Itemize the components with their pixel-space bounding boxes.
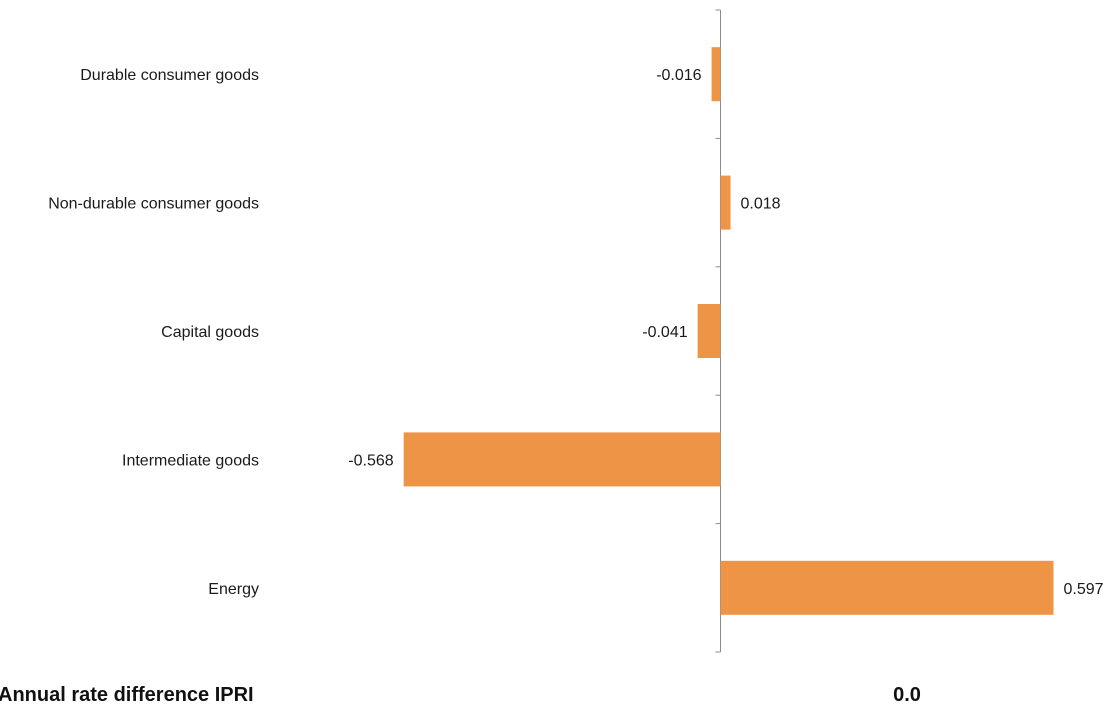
footer-total-value: 0.0 — [893, 684, 921, 706]
bar — [720, 560, 1054, 615]
category-labels: Durable consumer goods Non-durable consum… — [48, 67, 259, 598]
category-label: Capital goods — [161, 324, 259, 341]
category-label: Intermediate goods — [122, 452, 259, 469]
data-label: -0.041 — [642, 324, 687, 341]
category-label: Non-durable consumer goods — [48, 196, 259, 213]
bar — [697, 304, 721, 358]
data-label: -0.568 — [348, 452, 393, 469]
data-labels: -0.016 0.018 -0.041 -0.568 0.597 — [348, 67, 1103, 598]
bar — [711, 47, 721, 102]
category-label: Durable consumer goods — [80, 67, 259, 84]
bar — [403, 432, 721, 487]
footer-title: Annual rate difference IPRI — [0, 684, 254, 706]
bars — [403, 47, 1054, 615]
category-axis-ticks — [715, 9, 721, 653]
data-label: -0.016 — [656, 67, 701, 84]
data-label: 0.597 — [1064, 581, 1104, 598]
bar — [720, 175, 731, 230]
category-label: Energy — [208, 581, 259, 598]
data-label: 0.018 — [741, 196, 781, 213]
plot-area: Durable consumer goods Non-durable consum… — [48, 9, 1104, 653]
